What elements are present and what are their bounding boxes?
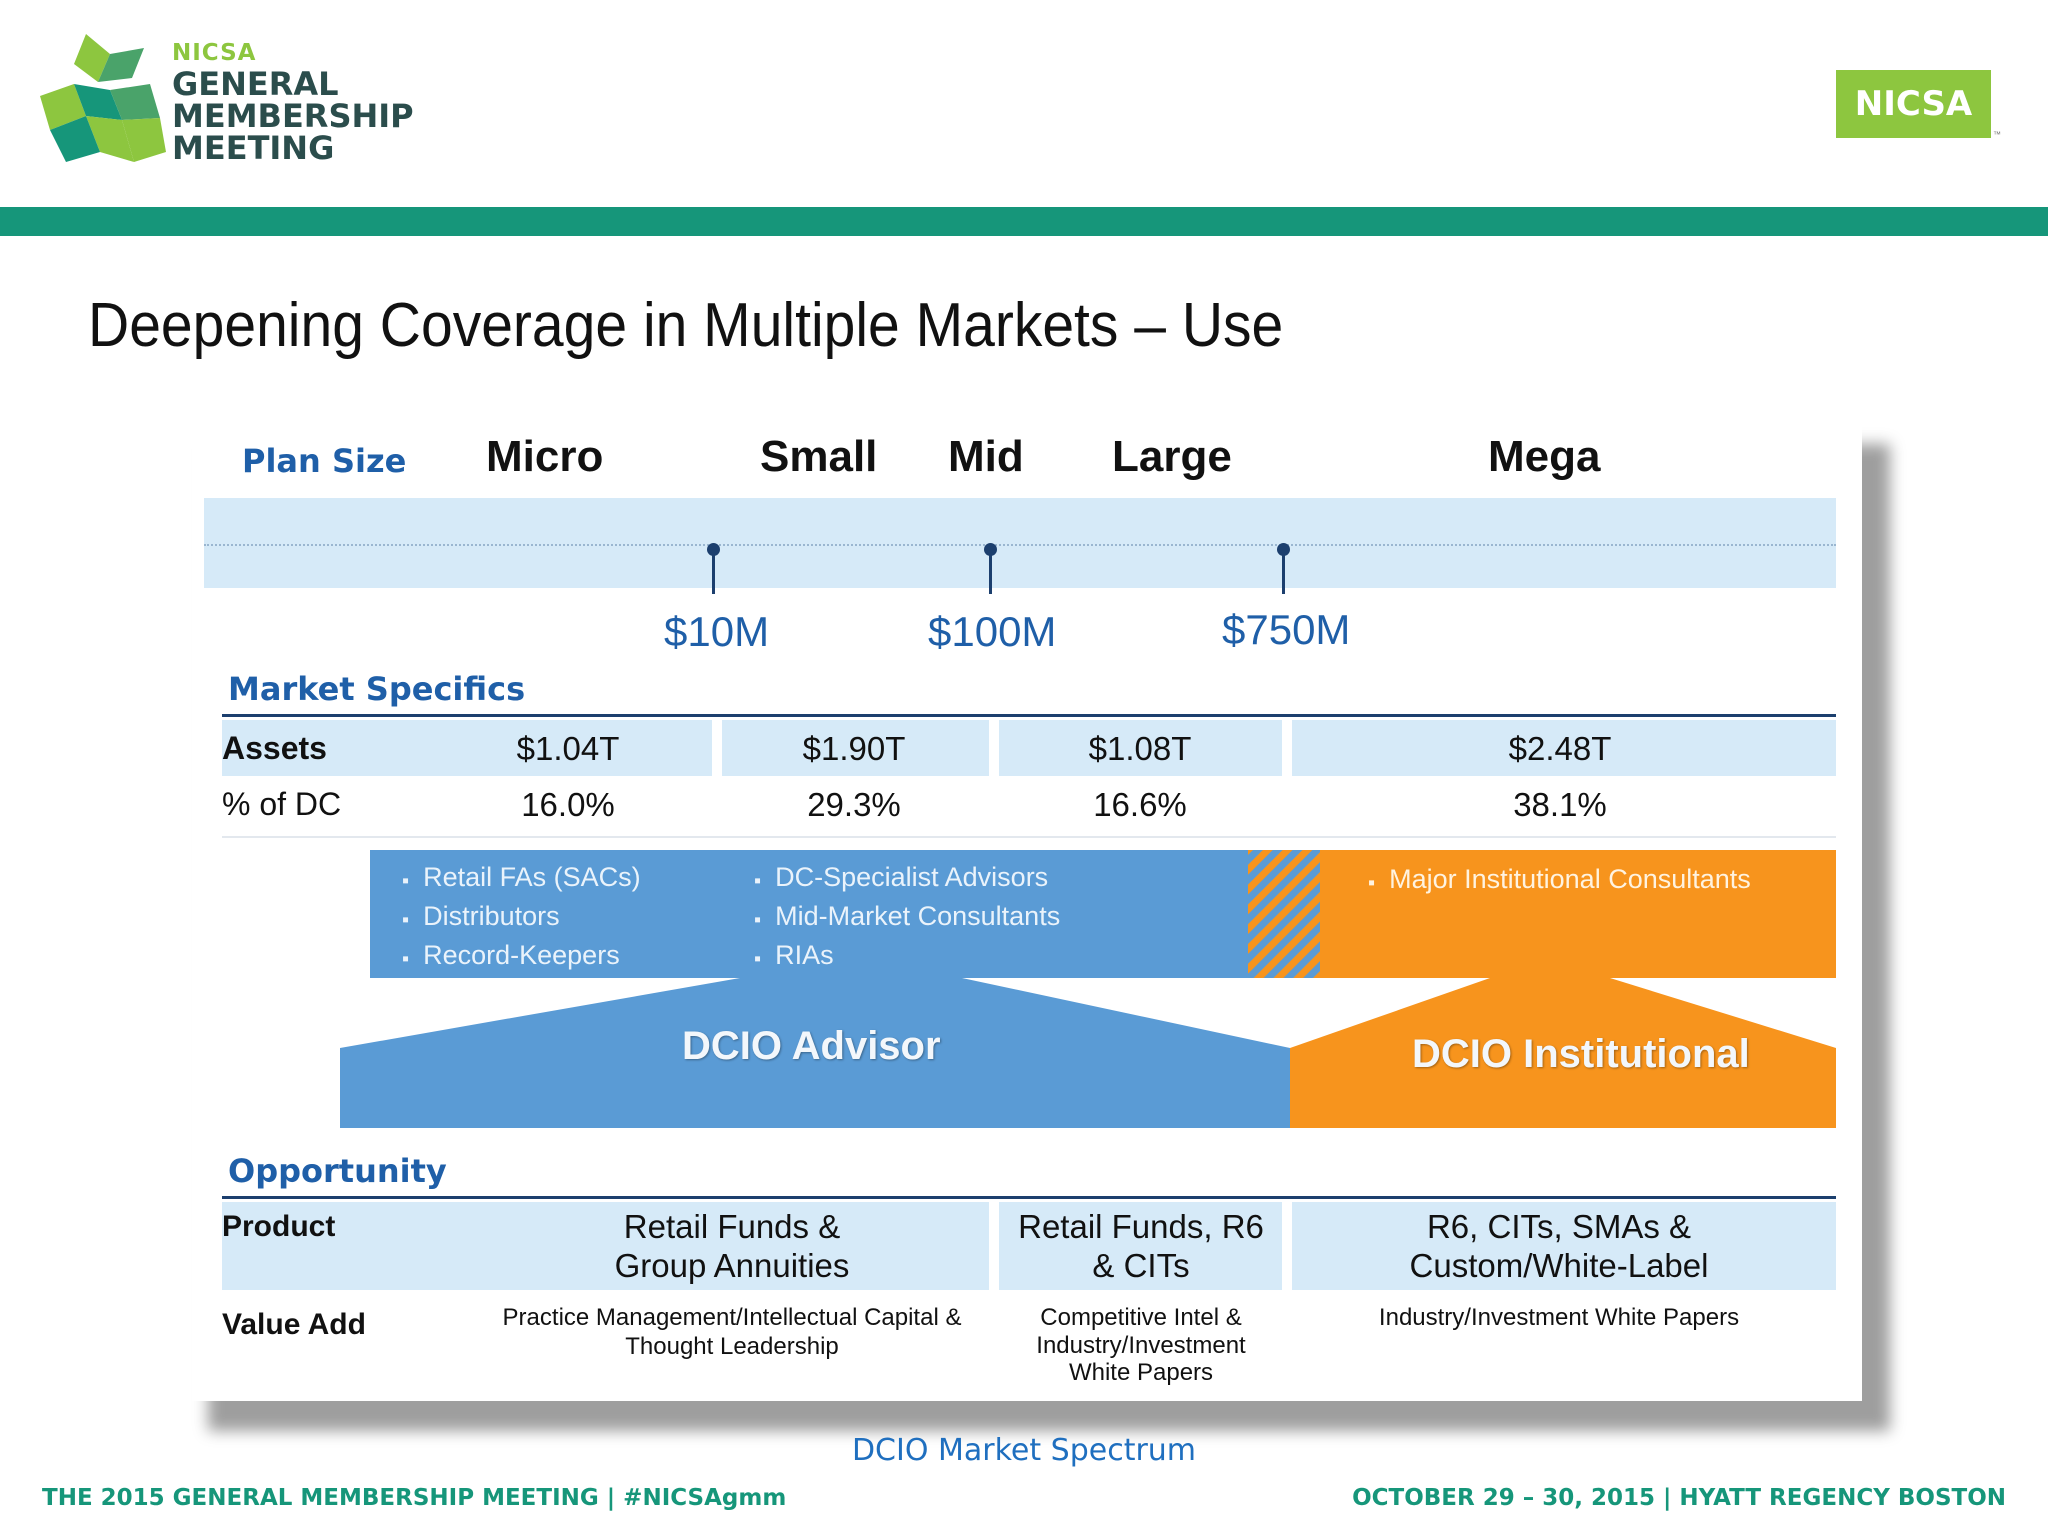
plan-col-mega: Mega — [1488, 432, 1601, 481]
advisor-channel-bar — [370, 850, 1248, 978]
logo-line-2: MEMBERSHIP — [172, 97, 414, 135]
dcio-institutional-label: DCIO Institutional — [1412, 1032, 1750, 1076]
product-col-advisor-line-2: Group Annuities — [614, 1246, 850, 1284]
product-col-large: Retail Funds, R6 & CITs — [1000, 1208, 1282, 1286]
scale-dotted-line — [204, 544, 1836, 546]
list-item: ▪ Major Institutional Consultants — [1368, 864, 1751, 894]
figure-caption: DCIO Market Spectrum — [851, 1433, 1197, 1468]
assets-value-mega: $2.48T — [1508, 730, 1612, 767]
threshold-label-10m: $10M — [664, 608, 770, 655]
advisor-bullets-col1: ▪ Retail FAs (SACs) ▪ Distributors ▪ Record… — [402, 860, 641, 977]
product-col-large-line-2: & CITs — [1092, 1246, 1190, 1284]
value-add-col-large: Competitive Intel & Industry/Investment … — [1000, 1304, 1282, 1387]
threshold-label-750m: $750M — [1222, 606, 1351, 653]
logo-small-text: NICSA — [172, 40, 257, 66]
opportunity-label: Opportunity — [228, 1152, 447, 1190]
assets-separator-1 — [712, 720, 722, 776]
market-specifics-rule — [222, 714, 1836, 717]
product-label: Product — [222, 1210, 336, 1243]
product-col-mega-line-1: R6, CITs, SMAs & — [1426, 1208, 1692, 1245]
product-separator-2 — [1282, 1202, 1292, 1290]
threshold-dot-750m — [1277, 543, 1290, 556]
list-item: ▪ Retail FAs (SACs) — [402, 862, 641, 892]
header-divider-bar — [0, 207, 2048, 236]
assets-separator-2 — [989, 720, 999, 776]
assets-value-small: $1.90T — [802, 730, 906, 767]
value-add-col-large-line-3: White Papers — [1068, 1359, 1214, 1387]
list-item: ▪ RIAs — [754, 940, 834, 970]
list-item: ▪ Distributors — [402, 901, 560, 931]
pct-row-rule — [222, 836, 1836, 838]
pct-dc-value-micro: 16.0% — [521, 786, 615, 823]
list-item: ▪ Mid-Market Consultants — [754, 901, 1061, 931]
threshold-tick-750m — [1282, 550, 1285, 594]
threshold-dot-10m — [707, 543, 720, 556]
value-add-col-mega: Industry/Investment White Papers — [1294, 1304, 1824, 1333]
assets-separator-3 — [1282, 720, 1292, 776]
logo-line-3: MEETING — [172, 129, 335, 167]
plan-size-label: Plan Size — [242, 442, 407, 480]
plan-col-small: Small — [760, 432, 878, 481]
trademark-mark: ™ — [1993, 130, 2001, 139]
assets-row-band — [222, 720, 1836, 776]
dcio-institutional-funnel — [1290, 978, 1836, 1128]
value-add-col-large-line-1: Competitive Intel & — [1040, 1304, 1242, 1331]
value-add-col-advisor-line-2: Thought Leadership — [625, 1332, 839, 1360]
product-row-band — [222, 1202, 1836, 1290]
footer-right: OCTOBER 29 – 30, 2015 | HYATT REGENCY BO… — [1352, 1485, 2006, 1511]
market-specifics-label: Market Specifics — [228, 670, 526, 708]
product-col-large-line-1: Retail Funds, R6 — [1018, 1208, 1264, 1245]
value-add-col-large-line-2: Industry/Investment — [1036, 1331, 1246, 1359]
nicsa-logo-mark — [40, 34, 166, 162]
slide-title: Deepening Coverage in Multiple Markets –… — [88, 291, 1284, 360]
threshold-label-100m: $100M — [928, 608, 1057, 655]
plan-col-large: Large — [1112, 432, 1232, 481]
advisor-bullets-col2: ▪ DC-Specialist Advisors ▪ Mid-Market Cons… — [754, 860, 1060, 977]
dcio-spectrum-figure: Plan Size Micro Small Mid Large Mega $10… — [192, 426, 1862, 1401]
assets-label: Assets — [222, 730, 327, 766]
value-add-col-advisor-line-1: Practice Management/Intellectual Capital… — [502, 1304, 962, 1331]
product-col-mega-line-2: Custom/White-Label — [1409, 1246, 1709, 1284]
channel-funnel-shapes — [340, 850, 1836, 1128]
value-add-label: Value Add — [222, 1308, 366, 1341]
dcio-advisor-funnel — [340, 978, 1290, 1128]
pct-dc-value-mid: 16.6% — [1093, 786, 1187, 823]
product-col-advisor-line-1: Retail Funds & — [623, 1208, 841, 1245]
threshold-tick-100m — [989, 550, 992, 594]
opportunity-rule — [222, 1196, 1836, 1199]
institutional-channel-bar — [1320, 850, 1836, 978]
pct-dc-value-mega: 38.1% — [1513, 786, 1607, 823]
pct-dc-value-small: 29.3% — [807, 786, 901, 823]
institutional-bullets: ▪ Major Institutional Consultants — [1368, 862, 1751, 901]
value-add-col-mega-line-1: Industry/Investment White Papers — [1378, 1304, 1740, 1331]
threshold-tick-10m — [712, 550, 715, 594]
plan-size-scale-band — [204, 498, 1836, 588]
logo-line-1: GENERAL — [172, 65, 339, 103]
product-col-mega: R6, CITs, SMAs & Custom/White-Label — [1294, 1208, 1824, 1286]
threshold-dot-100m — [984, 543, 997, 556]
plan-col-mid: Mid — [948, 432, 1024, 481]
channel-overlap-hatch — [1248, 850, 1320, 978]
footer-left: THE 2015 GENERAL MEMBERSHIP MEETING | #N… — [42, 1485, 787, 1511]
assets-value-mid: $1.08T — [1088, 730, 1192, 767]
value-add-col-advisor: Practice Management/Intellectual Capital… — [442, 1304, 1022, 1362]
plan-col-micro: Micro — [486, 432, 604, 481]
nicsa-badge: NICSA — [1836, 70, 1991, 138]
pct-dc-label: % of DC — [222, 786, 342, 822]
product-col-advisor: Retail Funds & Group Annuities — [522, 1208, 942, 1286]
list-item: ▪ Record-Keepers — [402, 940, 620, 970]
assets-value-micro: $1.04T — [516, 730, 620, 767]
list-item: ▪ DC-Specialist Advisors — [754, 862, 1049, 892]
product-separator-1 — [989, 1202, 999, 1290]
dcio-advisor-label: DCIO Advisor — [682, 1024, 941, 1068]
